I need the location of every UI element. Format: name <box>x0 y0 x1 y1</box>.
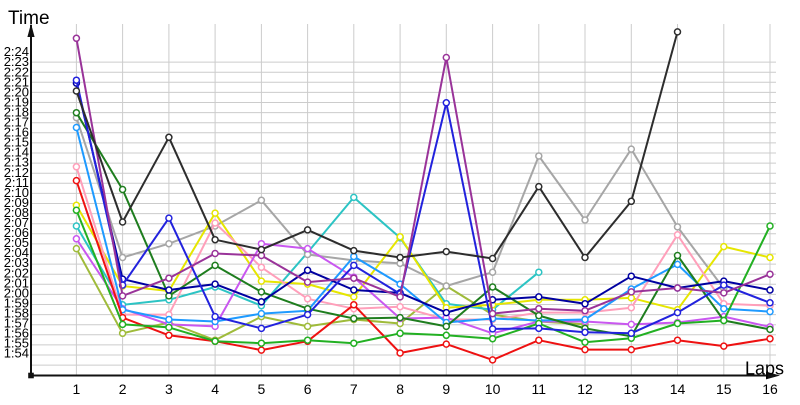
svg-text:2:05: 2:05 <box>4 235 29 250</box>
svg-text:1: 1 <box>73 381 81 397</box>
svg-text:2:17: 2:17 <box>4 115 29 130</box>
svg-text:11: 11 <box>532 381 547 397</box>
svg-text:2:06: 2:06 <box>4 225 29 240</box>
svg-text:2:13: 2:13 <box>4 155 29 170</box>
svg-text:6: 6 <box>304 381 312 397</box>
svg-text:2:00: 2:00 <box>4 285 29 300</box>
svg-text:2:18: 2:18 <box>4 105 29 120</box>
svg-text:2:19: 2:19 <box>4 94 29 109</box>
svg-text:2: 2 <box>119 381 127 397</box>
svg-text:1:58: 1:58 <box>4 306 29 321</box>
svg-text:2:04: 2:04 <box>4 245 29 260</box>
svg-text:10: 10 <box>485 381 501 397</box>
svg-text:2:22: 2:22 <box>4 64 29 79</box>
svg-text:1:54: 1:54 <box>4 346 29 361</box>
svg-text:2:10: 2:10 <box>4 185 29 200</box>
svg-text:2:15: 2:15 <box>4 135 29 150</box>
svg-text:14: 14 <box>670 381 686 397</box>
svg-text:2:02: 2:02 <box>4 265 29 280</box>
svg-text:2:11: 2:11 <box>5 175 29 190</box>
svg-text:1:59: 1:59 <box>4 295 29 310</box>
svg-text:2:12: 2:12 <box>4 165 29 180</box>
svg-text:2:01: 2:01 <box>4 275 29 290</box>
svg-text:2:21: 2:21 <box>4 74 29 89</box>
svg-text:2:09: 2:09 <box>4 195 29 210</box>
svg-text:2:16: 2:16 <box>4 125 29 140</box>
svg-text:8: 8 <box>396 381 404 397</box>
svg-text:4: 4 <box>211 381 219 397</box>
svg-text:2:23: 2:23 <box>4 54 29 69</box>
svg-text:2:07: 2:07 <box>4 215 29 230</box>
svg-text:1:55: 1:55 <box>4 336 29 351</box>
svg-text:1:56: 1:56 <box>4 326 29 341</box>
svg-text:12: 12 <box>577 381 593 397</box>
svg-text:1:57: 1:57 <box>4 316 29 331</box>
svg-text:Time: Time <box>8 8 50 29</box>
svg-text:2:03: 2:03 <box>4 255 29 270</box>
svg-text:2:14: 2:14 <box>4 145 29 160</box>
svg-text:5: 5 <box>258 381 266 397</box>
svg-text:16: 16 <box>762 381 778 397</box>
svg-text:13: 13 <box>624 381 640 397</box>
svg-text:2:08: 2:08 <box>4 205 29 220</box>
svg-text:15: 15 <box>716 381 732 397</box>
svg-text:2:20: 2:20 <box>4 84 29 99</box>
svg-text:9: 9 <box>442 381 450 397</box>
svg-text:3: 3 <box>165 381 173 397</box>
svg-text:Laps: Laps <box>745 359 784 379</box>
svg-text:7: 7 <box>350 381 358 397</box>
svg-text:2:24: 2:24 <box>4 44 29 59</box>
